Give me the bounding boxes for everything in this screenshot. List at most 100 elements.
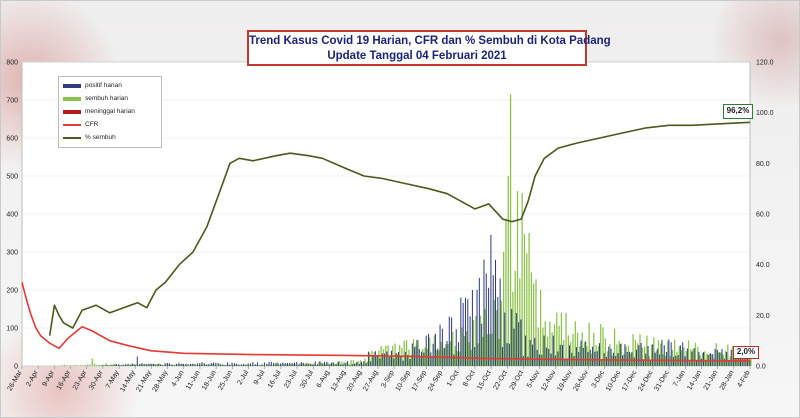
chart-title-box: Trend Kasus Covid 19 Harian, CFR dan % S… <box>247 30 611 66</box>
legend-swatch-meninggal <box>63 110 81 114</box>
sembuh-bar <box>604 338 606 366</box>
x-tick-label: 30-Apr <box>88 369 105 391</box>
positif-bar <box>127 363 129 366</box>
sembuh-bar <box>144 363 147 366</box>
sembuh-bar <box>343 362 345 366</box>
x-tick-label: 27-Aug <box>362 369 379 392</box>
positif-bar <box>166 362 168 366</box>
sembuh-bar <box>112 364 114 366</box>
sembuh-bar <box>165 364 167 366</box>
sembuh-bar <box>537 327 539 366</box>
positif-bar <box>703 352 705 366</box>
sembuh-bar <box>325 363 327 366</box>
positif-bar <box>522 355 524 366</box>
positif-bar <box>319 361 321 366</box>
sembuh-bar <box>410 354 412 366</box>
positif-bar <box>689 361 691 366</box>
positif-bar <box>312 364 314 366</box>
sembuh-bar <box>445 344 447 366</box>
sembuh-bar <box>516 191 519 366</box>
positif-bar <box>164 363 166 366</box>
legend-label-meninggal: meninggal harian <box>85 108 135 115</box>
positif-bar <box>527 356 529 366</box>
sembuh-bar <box>251 365 253 366</box>
sembuh-bar <box>535 279 537 366</box>
sembuh-bar <box>715 343 717 366</box>
sembuh-bar <box>549 321 551 366</box>
sembuh-bar <box>650 344 653 366</box>
positif-bar <box>552 335 554 366</box>
positif-bar <box>111 365 113 366</box>
sembuh-bar <box>447 343 449 366</box>
sembuh-bar <box>267 364 269 366</box>
positif-bar <box>171 364 173 366</box>
positif-bar <box>582 347 584 366</box>
sembuh-bar <box>100 364 103 366</box>
legend: positif harian sembuh harian meninggal h… <box>58 76 162 148</box>
sembuh-bar <box>357 361 359 366</box>
sembuh-bar <box>375 355 378 366</box>
positif-bar <box>210 363 212 366</box>
sembuh-bar <box>306 362 308 366</box>
sembuh-bar <box>253 365 255 366</box>
sembuh-bar <box>345 362 348 366</box>
positif-bar <box>157 363 159 366</box>
sembuh-bar <box>581 332 583 366</box>
positif-bar <box>236 363 238 366</box>
sembuh-bar <box>463 336 465 366</box>
sembuh-bar <box>657 340 660 366</box>
x-tick-label: 14-Jan <box>686 369 703 391</box>
sembuh-bar <box>308 363 311 366</box>
positif-bar <box>467 299 469 366</box>
positif-bar <box>485 273 487 366</box>
positif-bar <box>661 339 663 366</box>
sembuh-bar <box>486 334 489 366</box>
positif-bar <box>363 361 365 366</box>
sembuh-bar <box>637 343 639 366</box>
sembuh-bar <box>258 365 260 366</box>
sembuh-bar <box>655 351 657 366</box>
positif-bars <box>97 234 751 366</box>
positif-bar <box>515 312 517 366</box>
positif-bar <box>679 345 681 366</box>
x-tick-label: 13-Aug <box>330 369 347 392</box>
sembuh-bar <box>207 364 209 366</box>
positif-bar <box>203 363 205 366</box>
positif-bar <box>638 345 640 366</box>
sembuh-bar <box>396 354 398 366</box>
sembuh-bar <box>366 361 368 366</box>
legend-item-meninggal: meninggal harian <box>63 107 161 117</box>
sembuh-bar <box>449 341 452 366</box>
sembuh-bar <box>278 365 281 366</box>
sembuh-bar <box>456 351 459 366</box>
positif-bar <box>594 351 596 366</box>
positif-bar <box>370 361 372 366</box>
positif-bar <box>672 356 674 366</box>
sembuh-bar <box>197 364 200 366</box>
positif-bar <box>425 335 427 366</box>
sembuh-bar <box>685 351 687 366</box>
sembuh-bar <box>170 365 172 366</box>
x-tick-label: 5-Nov <box>526 369 542 389</box>
cfr-line <box>21 282 751 362</box>
x-tick-label: 4-Jun <box>171 369 186 388</box>
sembuh-bar <box>239 365 241 366</box>
positif-bar <box>464 297 466 366</box>
sembuh-bar <box>595 344 597 366</box>
sembuh-bar <box>422 348 424 366</box>
sembuh-bar <box>191 364 193 366</box>
y-left-tick-label: 300 <box>6 250 18 257</box>
positif-bar <box>497 296 499 366</box>
x-tick-label: 8-Oct <box>462 369 477 387</box>
positif-bar <box>328 364 330 366</box>
positif-bar <box>580 340 582 366</box>
positif-bar <box>525 335 527 366</box>
positif-bar <box>266 363 268 366</box>
sembuh-bar <box>433 335 435 366</box>
sembuh-bar <box>482 336 484 366</box>
sembuh-bar <box>570 342 572 366</box>
positif-bar <box>305 363 307 366</box>
positif-bar <box>201 362 203 366</box>
positif-bar <box>106 364 108 366</box>
positif-bar <box>592 346 594 366</box>
